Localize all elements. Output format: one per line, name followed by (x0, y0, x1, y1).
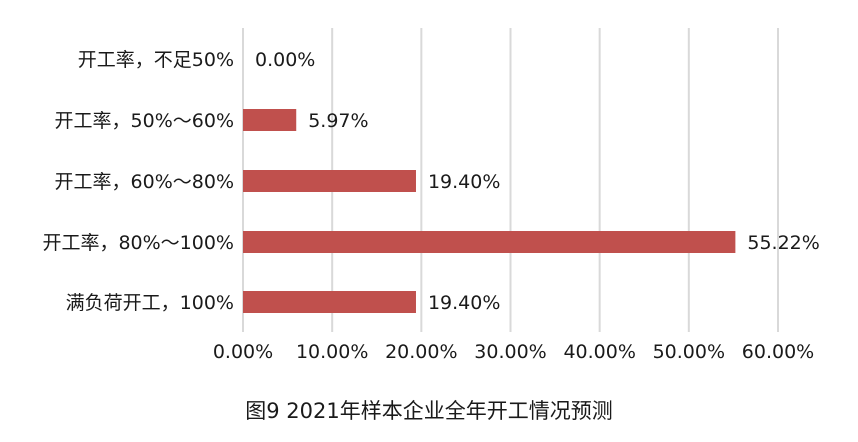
x-tick-label: 50.00% (653, 341, 725, 363)
data-label: 5.97% (308, 110, 368, 132)
bar (243, 291, 416, 313)
grid-layer (242, 28, 779, 332)
category-label: 开工率，60%～80% (55, 171, 234, 193)
label-layer: 0.00% 10.00% 20.00% 30.00% 40.00% 50.00% 60.00… (42, 49, 819, 363)
data-label: 19.40% (428, 292, 500, 314)
bar (243, 109, 297, 131)
x-tick-label: 60.00% (742, 341, 814, 363)
x-tick-label: 10.00% (296, 341, 368, 363)
x-tick-label: 30.00% (474, 341, 546, 363)
data-label: 55.22% (747, 232, 819, 254)
x-tick-label: 40.00% (563, 341, 635, 363)
category-label: 开工率，80%～100% (42, 232, 234, 254)
bar (243, 170, 416, 192)
category-label: 开工率，50%～60% (55, 110, 234, 132)
category-label: 满负荷开工，100% (66, 292, 234, 314)
x-tick-label: 0.00% (213, 341, 273, 363)
data-label: 19.40% (428, 171, 500, 193)
chart-caption: 图9 2021年样本企业全年开工情况预测 (245, 399, 613, 423)
bar-layer (243, 109, 736, 313)
category-label: 开工率，不足50% (78, 49, 234, 71)
data-label: 0.00% (255, 49, 315, 71)
x-tick-label: 20.00% (385, 341, 457, 363)
chart-svg: 0.00% 10.00% 20.00% 30.00% 40.00% 50.00% 60.00… (42, 28, 820, 363)
bar (243, 231, 736, 253)
